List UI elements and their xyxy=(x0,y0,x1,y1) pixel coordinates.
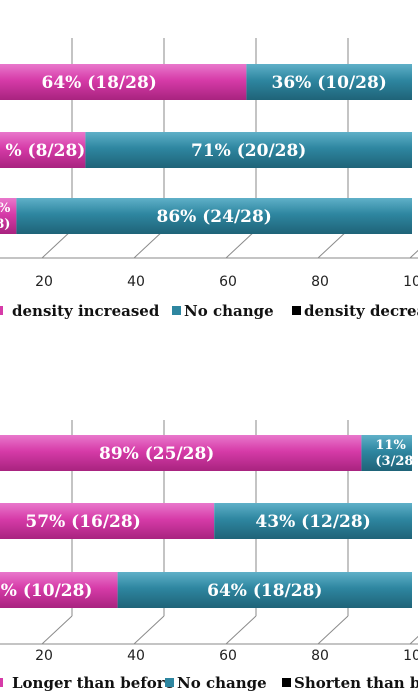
bar-segment xyxy=(0,572,118,608)
legend-label: No change xyxy=(184,302,274,320)
legend-label: Longer than before xyxy=(12,674,174,692)
data-label: 64% (18/28) xyxy=(207,581,322,601)
bar-segment xyxy=(117,572,412,608)
x-tick-label: 60 xyxy=(219,648,237,664)
bar-segment xyxy=(0,64,247,100)
legend-label: density decreas xyxy=(304,302,418,320)
data-label-line: 28) xyxy=(0,217,10,232)
data-label: 86% (24/28) xyxy=(157,207,272,227)
x-tick-label: 40 xyxy=(127,274,145,290)
data-label: 43% (12/28) xyxy=(255,512,370,532)
legend-label: No change xyxy=(177,674,267,692)
floor-gridline xyxy=(317,615,349,645)
legend-swatch xyxy=(0,306,3,315)
x-tick-label: 20 xyxy=(35,274,53,290)
legend-swatch xyxy=(282,678,291,687)
x-tick-label: 40 xyxy=(127,648,145,664)
data-label: 64% (18/28) xyxy=(42,73,157,93)
x-tick-label: 80 xyxy=(311,274,329,290)
data-label: 57% (16/28) xyxy=(25,512,140,532)
bar-segment xyxy=(85,132,413,168)
chart-panel-density: 20 40 60 80 10 64% (18/28) 36% (10/28) % (8/28)… xyxy=(0,38,418,320)
legend-swatch xyxy=(165,678,174,687)
legend-label: density increased xyxy=(12,302,160,320)
x-tick-label: 10 xyxy=(403,274,418,290)
data-label: 71% (20/28) xyxy=(191,141,306,161)
x-tick-label: 20 xyxy=(35,648,53,664)
bar-segment xyxy=(214,503,412,539)
x-tick-label: 80 xyxy=(311,648,329,664)
x-tick-label: 10 xyxy=(403,648,418,664)
bar-segment xyxy=(0,435,362,471)
chart-panel-duration: 20 40 60 80 10 89% (25/28) 11%(3/28 57% (16/28)… xyxy=(0,420,418,692)
data-label: 36% (10/28) xyxy=(272,73,387,93)
floor-gridline xyxy=(41,229,73,259)
floor-gridline xyxy=(41,615,73,645)
bar-segment xyxy=(0,198,17,234)
floor-gridline xyxy=(133,229,165,259)
legend-swatch xyxy=(292,306,301,315)
floor-gridline xyxy=(133,615,165,645)
data-label: % (8/28) xyxy=(5,141,85,161)
data-label-line: % xyxy=(0,201,11,216)
floor-gridline xyxy=(409,635,418,645)
bar-segment xyxy=(16,198,413,234)
floor-gridline xyxy=(317,229,349,259)
floor-gridline xyxy=(409,249,418,259)
bar-segment xyxy=(0,503,215,539)
floor-gridline xyxy=(225,615,257,645)
data-label: 36% (10/28) xyxy=(0,581,92,601)
bar-segment xyxy=(246,64,412,100)
legend-swatch xyxy=(0,678,3,687)
bar-segment xyxy=(0,132,86,168)
data-label-line: (3/28 xyxy=(375,454,413,469)
floor-gridline xyxy=(225,229,257,259)
legend-swatch xyxy=(172,306,181,315)
data-label-line: 11% xyxy=(375,438,406,453)
legend-label: Shorten than bef xyxy=(294,674,418,692)
bar-segment xyxy=(361,435,412,471)
x-tick-label: 60 xyxy=(219,274,237,290)
data-label: 89% (25/28) xyxy=(99,444,214,464)
